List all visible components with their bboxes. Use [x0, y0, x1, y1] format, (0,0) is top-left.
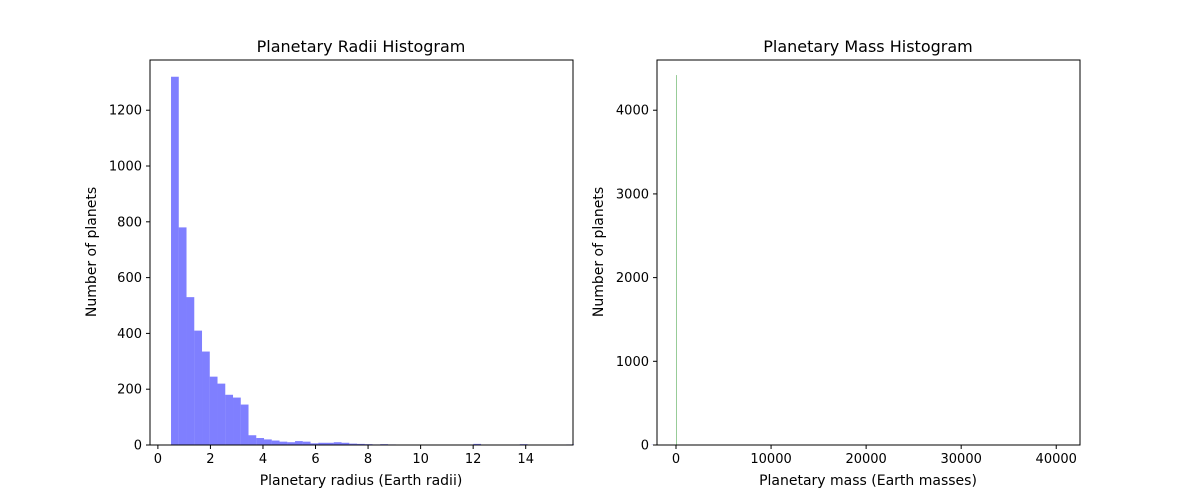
mass-histogram-bar [676, 75, 677, 445]
radii-histogram-chart: Planetary Radii Histogram 0 2 4 6 8 10 12 14 0 2… [84, 37, 668, 489]
radii-histogram-bar [357, 443, 365, 445]
radii-x-tick-label: 10 [412, 452, 429, 467]
radii-plot-frame [149, 59, 574, 446]
radii-histogram-bar [302, 441, 311, 445]
radii-y-tick-label: 1200 [109, 104, 142, 119]
radii-histogram-bar [233, 397, 241, 445]
radii-histogram-bar [171, 76, 179, 446]
radii-x-tick-label: 4 [259, 452, 267, 467]
radii-histogram-bar [310, 443, 319, 445]
radii-histogram-bar [256, 438, 265, 445]
radii-y-tick-label: 600 [117, 271, 142, 286]
radii-histogram-bar [248, 435, 257, 445]
mass-y-tick-label: 4000 [616, 104, 649, 119]
radii-histogram-bar [264, 439, 272, 445]
mass-chart-title: Planetary Mass Histogram [763, 37, 972, 56]
radii-histogram-bar [271, 440, 280, 445]
radii-y-axis-ticks: 0 200 400 600 800 1000 1200 [109, 104, 150, 454]
mass-y-tick-label: 2000 [616, 271, 649, 286]
mass-x-axis-label: Planetary mass (Earth masses) [759, 473, 977, 489]
mass-x-tick-label: 30000 [941, 452, 982, 467]
radii-x-tick-label: 2 [206, 452, 214, 467]
radii-histogram-bar [209, 376, 218, 445]
radii-histogram-bar [341, 442, 350, 445]
radii-histogram-bar [333, 442, 342, 445]
radii-histogram-bar [202, 351, 210, 445]
mass-y-axis-ticks: 0 1000 2000 3000 4000 [616, 104, 657, 454]
mass-plot-frame [656, 59, 1081, 446]
radii-y-axis-label: Number of planets [84, 187, 100, 317]
mass-histogram-bars [676, 75, 677, 445]
radii-histogram-bars [171, 76, 668, 446]
mass-x-axis-ticks: 0 10000 20000 30000 40000 [672, 445, 1077, 467]
radii-y-tick-label: 200 [117, 383, 142, 398]
radii-x-tick-label: 12 [465, 452, 482, 467]
radii-histogram-bar [186, 297, 195, 445]
radii-histogram-bar [194, 330, 203, 445]
radii-histogram-bar [240, 404, 249, 445]
radii-histogram-bar [217, 383, 226, 445]
radii-histogram-bar [318, 442, 327, 445]
radii-x-tick-label: 0 [154, 452, 162, 467]
mass-y-tick-label: 1000 [616, 355, 649, 370]
mass-x-tick-label: 10000 [750, 452, 791, 467]
radii-y-tick-label: 1000 [109, 160, 142, 175]
radii-histogram-bar [178, 227, 187, 445]
radii-y-tick-label: 0 [134, 439, 142, 454]
radii-y-tick-label: 800 [117, 215, 142, 230]
radii-x-tick-label: 6 [311, 452, 319, 467]
radii-histogram-bar [295, 441, 303, 445]
radii-histogram-bar [349, 443, 358, 445]
radii-y-tick-label: 400 [117, 327, 142, 342]
radii-x-axis-ticks: 0 2 4 6 8 10 12 14 [154, 445, 534, 467]
radii-chart-title: Planetary Radii Histogram [257, 37, 466, 56]
mass-x-tick-label: 20000 [845, 452, 886, 467]
radii-histogram-bar [225, 394, 234, 445]
radii-x-tick-label: 8 [364, 452, 372, 467]
radii-histogram-bar [473, 443, 482, 445]
radii-x-tick-label: 14 [517, 452, 534, 467]
mass-y-tick-label: 0 [641, 439, 649, 454]
radii-histogram-bar [326, 442, 334, 445]
radii-x-axis-label: Planetary radius (Earth radii) [260, 473, 463, 489]
mass-histogram-chart: Planetary Mass Histogram 0 10000 20000 3000… [591, 37, 1081, 489]
radii-histogram-bar [279, 441, 288, 445]
mass-x-tick-label: 40000 [1036, 452, 1077, 467]
mass-y-tick-label: 3000 [616, 187, 649, 202]
radii-histogram-bar [287, 442, 296, 445]
mass-y-axis-label: Number of planets [591, 187, 607, 317]
mass-x-tick-label: 0 [672, 452, 680, 467]
